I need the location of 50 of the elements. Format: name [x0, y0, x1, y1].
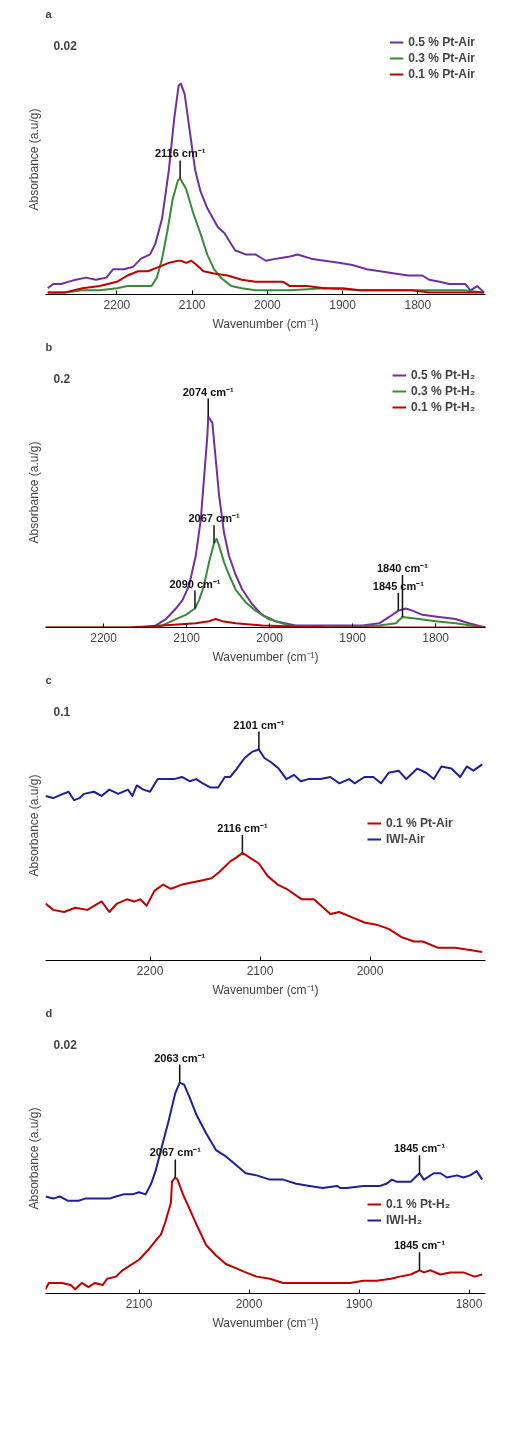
legend-label: 0.1 % Pt-H₂: [410, 400, 475, 414]
annotation: 2063 cm⁻¹: [154, 1051, 206, 1064]
x-tick-label: 1900: [329, 297, 357, 312]
chart-title: c: [45, 673, 52, 686]
x-tick-label: 1900: [345, 1296, 373, 1311]
x-axis-title: Wavenumber (cm⁻¹): [212, 982, 319, 997]
legend-label: 0.1 % Pt-H₂: [386, 1197, 451, 1212]
chart-title: b: [45, 340, 53, 353]
x-tick-label: 1800: [422, 630, 450, 645]
x-tick-label: 2000: [256, 630, 284, 645]
legend-label: 0.3 % Pt-H₂: [410, 384, 475, 398]
x-axis-title: Wavenumber (cm⁻¹): [212, 1315, 319, 1330]
y-axis-title: Absorbance (a.u/g): [26, 774, 41, 877]
x-tick-label: 2100: [125, 1296, 153, 1311]
legend-label: 0.1 % Pt-Air: [386, 815, 453, 830]
x-tick-label: 2000: [356, 963, 384, 978]
x-tick-label: 1800: [455, 1296, 483, 1311]
y-axis-title: Absorbance (a.u/g): [26, 441, 41, 544]
chart-title: a: [45, 7, 53, 20]
legend-label: 0.5 % Pt-H₂: [410, 368, 475, 382]
x-tick-label: 1900: [339, 630, 367, 645]
legend-label: IWI-H₂: [386, 1213, 422, 1228]
annotation: 2074 cm⁻¹: [182, 385, 235, 398]
annotation: 1845 cm⁻¹: [393, 1142, 446, 1155]
x-tick-label: 2000: [235, 1296, 263, 1311]
text: 0.02: [53, 39, 78, 54]
y-axis-title: Absorbance (a.u/g): [26, 1107, 41, 1210]
y-axis-title: Absorbance (a.u/g): [26, 108, 41, 211]
x-tick-label: 1800: [404, 297, 432, 312]
x-tick-label: 2100: [178, 297, 206, 312]
text: 0.2: [53, 372, 71, 387]
chart-title: d: [45, 1006, 53, 1019]
x-tick-label: 2100: [173, 630, 201, 645]
x-tick-label: 2200: [136, 963, 164, 978]
x-tick-label: 2200: [90, 630, 118, 645]
x-tick-label: 2000: [254, 297, 282, 312]
legend-label: 0.3 % Pt-Air: [408, 51, 475, 65]
x-axis-title: Wavenumber (cm⁻¹): [212, 649, 319, 664]
annotation: 2101 cm⁻¹: [233, 718, 285, 731]
x-axis-title: Wavenumber (cm⁻¹): [212, 316, 319, 331]
text: 0.02: [53, 1038, 78, 1053]
legend-label: IWI-Air: [386, 831, 425, 846]
legend-label: 0.1 % Pt-Air: [408, 67, 475, 81]
annotation: 1840 cm⁻¹: [376, 561, 429, 574]
text: 0.1: [53, 705, 71, 720]
annotation: 2116 cm⁻¹: [217, 821, 268, 834]
annotation: 1845 cm⁻¹: [393, 1239, 446, 1252]
x-tick-label: 2200: [103, 297, 131, 312]
legend-label: 0.5 % Pt-Air: [408, 35, 475, 49]
x-tick-label: 2100: [246, 963, 274, 978]
